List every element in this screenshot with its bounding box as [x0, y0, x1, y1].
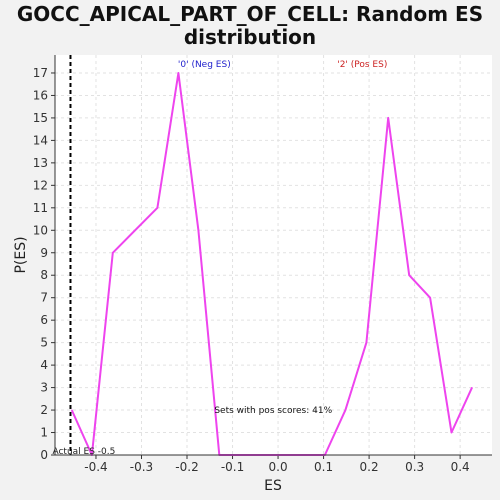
data-point: [429, 297, 431, 299]
chart-title-line-1: GOCC_APICAL_PART_OF_CELL: Random ES: [17, 2, 483, 26]
y-tick-label: 10: [33, 223, 48, 237]
y-tick-label: 7: [40, 291, 48, 305]
y-tick-label: 1: [40, 426, 48, 440]
legend: '0' (Neg ES) '2' (Pos ES): [178, 60, 387, 70]
data-point: [365, 342, 367, 344]
y-tick-label: 11: [33, 201, 48, 215]
y-tick-label: 16: [33, 88, 48, 102]
x-tick-label: 0.0: [269, 460, 288, 474]
legend-item: '2' (Pos ES): [337, 60, 387, 70]
chart-title-line-2: distribution: [184, 25, 316, 49]
y-tick-label: 6: [40, 313, 48, 327]
data-point: [408, 274, 410, 276]
plot-area: [55, 55, 492, 455]
data-point: [71, 409, 73, 411]
x-tick-label: -0.3: [130, 460, 153, 474]
y-tick-label: 5: [40, 336, 48, 350]
y-tick-label: 12: [33, 178, 48, 192]
y-tick-label: 3: [40, 381, 48, 395]
x-tick-label: -0.2: [175, 460, 198, 474]
pos-score-annotation: Sets with pos scores: 41%: [214, 406, 332, 416]
x-tick-label: -0.1: [221, 460, 244, 474]
y-tick-label: 17: [33, 66, 48, 80]
y-tick-label: 4: [40, 358, 48, 372]
legend-item: '0' (Neg ES): [178, 60, 231, 70]
data-point: [197, 229, 199, 231]
data-point: [156, 207, 159, 209]
y-tick-label: 13: [33, 156, 48, 170]
data-point: [112, 252, 114, 254]
y-tick-label: 0: [40, 448, 48, 462]
data-point: [471, 386, 473, 389]
data-point: [450, 431, 453, 434]
x-tick-label: 0.4: [451, 460, 470, 474]
y-tick-label: 9: [40, 246, 48, 260]
x-axis-label: ES: [264, 478, 282, 494]
y-tick-label: 15: [33, 111, 48, 125]
x-tick-label: -0.4: [84, 460, 107, 474]
x-tick-label: 0.2: [360, 460, 379, 474]
actual-es-label: Actual ES -0.5: [52, 447, 115, 457]
y-tick-label: 14: [33, 133, 48, 147]
x-tick-label: 0.3: [405, 460, 424, 474]
data-point: [344, 409, 347, 411]
y-tick-label: 8: [40, 268, 48, 282]
grid: [55, 55, 492, 456]
data-point: [387, 117, 389, 119]
data-point: [177, 72, 179, 74]
y-tick-label: 2: [40, 403, 48, 417]
x-axis-ticks: -0.4 -0.3 -0.2 -0.1 0.0 0.1 0.2 0.3 0.4: [84, 455, 470, 474]
y-axis-label: P(ES): [13, 236, 29, 273]
x-tick-label: 0.1: [314, 460, 333, 474]
